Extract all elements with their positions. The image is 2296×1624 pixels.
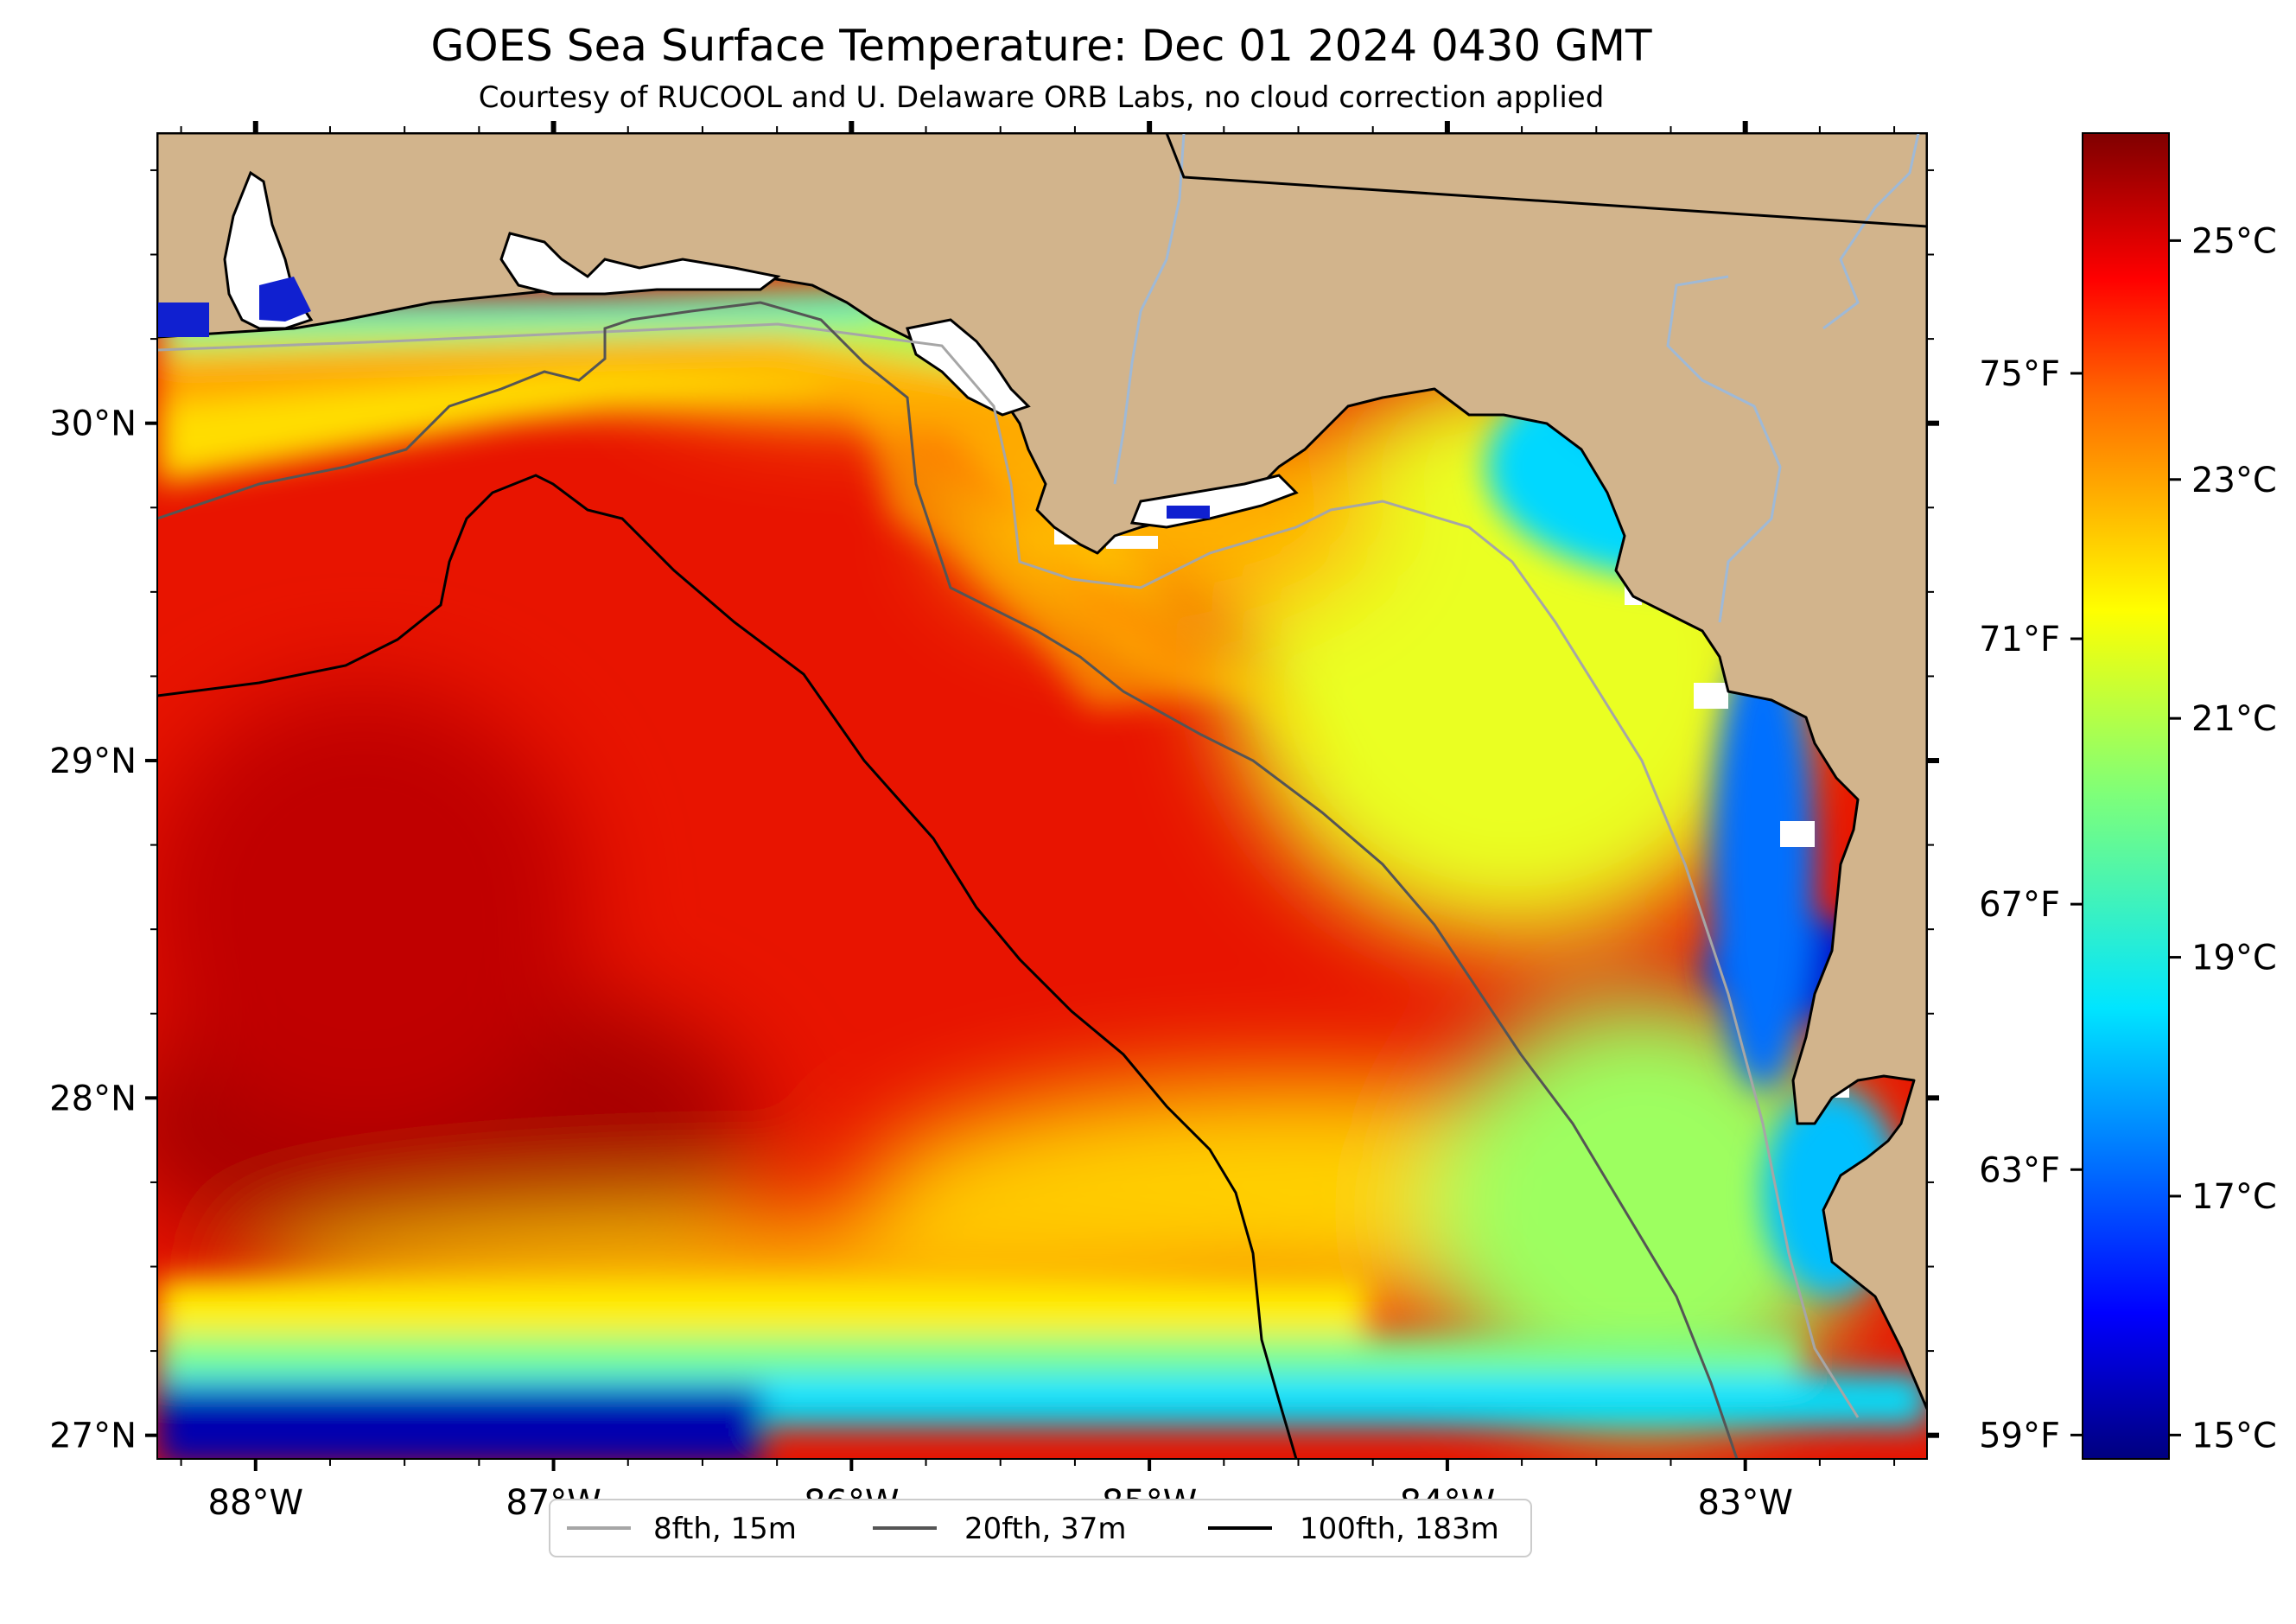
map-minor-ticks [150,126,1934,1466]
map-panel [157,133,1927,1459]
celsius-tick-label: 23°C [2191,461,2277,500]
lat-tick-label: 27°N [49,1417,137,1456]
colorbar: 25°C 23°C 21°C 19°C 17°C 15°C 75°F 71°F 67°F 63°… [1979,132,2277,1460]
colorbar-fahrenheit-ticks: 75°F 71°F 67°F 63°F 59°F [1979,354,2083,1455]
legend-label-8fth: 8fth, 15m [653,1512,797,1546]
fahrenheit-tick-label: 59°F [1979,1416,2060,1455]
rivers [1113,133,1920,623]
colorbar-celsius-ticks: 25°C 23°C 21°C 19°C 17°C 15°C [2169,221,2277,1455]
figure-subtitle: Courtesy of RUCOOL and U. Delaware ORB L… [479,80,1605,115]
map-frame [156,132,1928,1460]
celsius-tick-label: 19°C [2191,939,2277,978]
colorbar-gradient [2082,132,2170,1460]
fahrenheit-tick-label: 75°F [1979,354,2060,394]
isobath-100fth [157,474,1298,1459]
celsius-tick-label: 17°C [2191,1177,2277,1217]
celsius-tick-label: 15°C [2191,1416,2277,1455]
celsius-tick-label: 21°C [2191,699,2277,739]
fahrenheit-tick-label: 67°F [1979,885,2060,925]
latitude-labels: 30°N 29°N 28°N 27°N [49,404,137,1456]
lon-tick-label: 83°W [1697,1483,1792,1523]
bay-blue [157,277,1210,519]
figure-title: GOES Sea Surface Temperature: Dec 01 202… [430,21,1652,71]
isobath-legend: 8fth, 15m 20fth, 37m 100fth, 183m [549,1499,1532,1557]
state-border [1165,133,1927,228]
isobath-20fth [157,301,1739,1459]
legend-box [549,1499,1532,1557]
legend-label-20fth: 20fth, 37m [964,1512,1127,1546]
celsius-tick-label: 25°C [2191,221,2277,261]
lat-tick-label: 28°N [49,1079,137,1118]
isobath-8fth [157,322,1860,1418]
fahrenheit-tick-label: 63°F [1979,1150,2060,1190]
legend-label-100fth: 100fth, 183m [1300,1512,1499,1546]
map-ticks [145,121,1939,1471]
lat-tick-label: 29°N [49,742,137,781]
fahrenheit-tick-label: 71°F [1979,620,2060,659]
lon-tick-label: 88°W [208,1483,303,1523]
lat-tick-label: 30°N [49,404,137,444]
land [157,133,1927,1411]
